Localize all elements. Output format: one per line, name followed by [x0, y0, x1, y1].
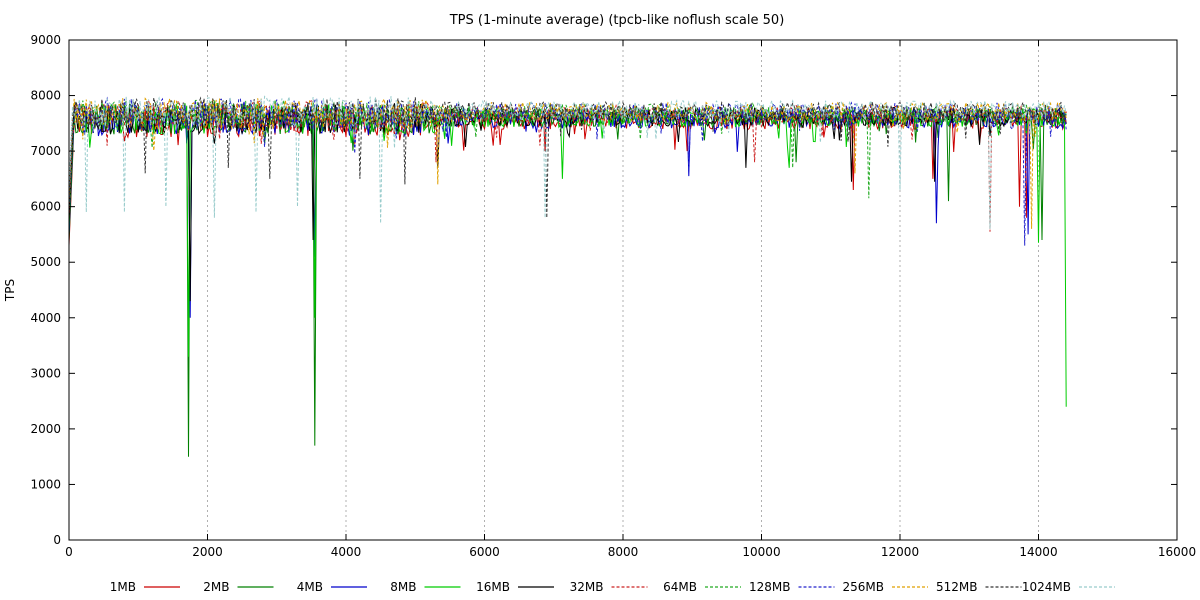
legend-label: 64MB	[663, 580, 697, 594]
legend-label: 1024MB	[1022, 580, 1071, 594]
y-tick-label: 8000	[30, 89, 61, 103]
x-tick-label: 2000	[192, 545, 223, 559]
y-tick-label: 3000	[30, 366, 61, 380]
y-tick-label: 9000	[30, 33, 61, 47]
y-tick-label: 2000	[30, 422, 61, 436]
x-tick-label: 16000	[1158, 545, 1196, 559]
y-tick-label: 7000	[30, 144, 61, 158]
x-tick-label: 12000	[881, 545, 919, 559]
legend-label: 128MB	[749, 580, 791, 594]
legend-label: 16MB	[476, 580, 510, 594]
legend-label: 256MB	[843, 580, 885, 594]
y-tick-label: 0	[53, 533, 61, 547]
legend-label: 8MB	[390, 580, 416, 594]
x-tick-label: 10000	[742, 545, 780, 559]
legend-label: 4MB	[297, 580, 323, 594]
x-tick-label: 6000	[469, 545, 500, 559]
y-tick-label: 5000	[30, 255, 61, 269]
legend-label: 2MB	[203, 580, 229, 594]
legend-label: 32MB	[570, 580, 604, 594]
y-tick-label: 6000	[30, 200, 61, 214]
x-tick-label: 14000	[1019, 545, 1057, 559]
legend-label: 512MB	[936, 580, 978, 594]
legend-label: 1MB	[110, 580, 136, 594]
x-tick-label: 0	[65, 545, 73, 559]
y-axis-label: TPS	[3, 279, 17, 302]
chart-title: TPS (1-minute average) (tpcb-like noflus…	[449, 13, 785, 28]
y-tick-label: 4000	[30, 311, 61, 325]
y-tick-label: 1000	[30, 477, 61, 491]
x-tick-label: 8000	[608, 545, 639, 559]
x-tick-label: 4000	[331, 545, 362, 559]
